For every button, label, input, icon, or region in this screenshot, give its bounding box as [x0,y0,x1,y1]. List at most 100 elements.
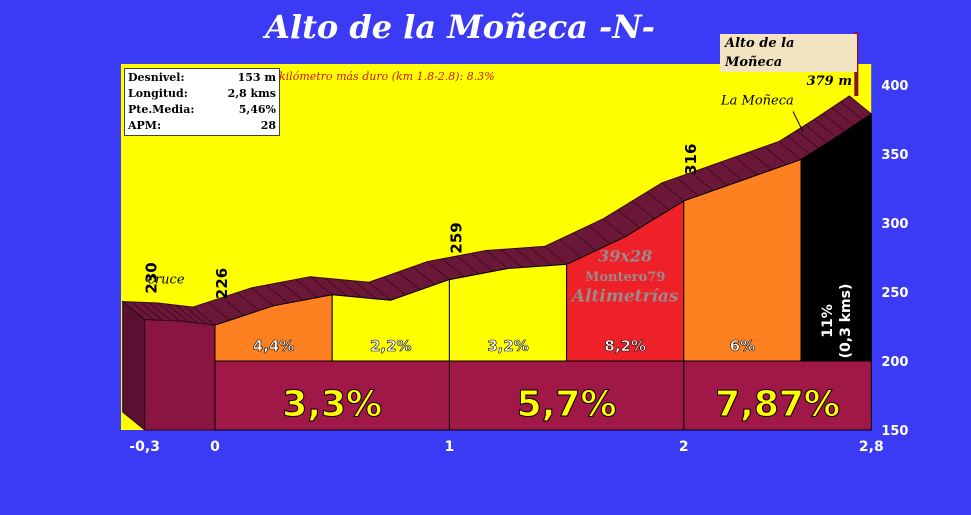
road-hatch-line [157,302,181,322]
chart-title: Alto de la Moñeca -N- [265,8,655,46]
road-hatch-line [295,279,318,298]
x-tick-label: 2,8 [859,439,884,455]
stat-row-pendiente: Pte.Media: 5,46% [128,102,276,118]
place-label-cruce: cruce [148,273,185,288]
road-hatch-line [353,280,377,300]
km-gradient-label: 7,87% [715,384,840,425]
road-hatch-line [805,124,828,144]
watermark-code: 39x28 [598,247,652,266]
road-hatch-line [720,161,743,181]
summit-name: Alto de la Moñeca [725,36,795,70]
axis-strip [871,64,971,444]
road-hatch-line [544,246,567,265]
stat-label: Longitud: [128,87,188,100]
road-hatch-line [441,258,465,278]
road-hatch-line [705,167,729,186]
segment-length-label: (0,3 kms) [838,284,854,359]
road-hatch-line [222,297,245,316]
road-hatch-line [131,301,154,321]
road-hatch-line [690,172,714,191]
road-hatch-line [175,304,198,324]
road-hatch-line [339,279,362,298]
km-base-band [214,360,872,431]
y-tick-label: 400 [881,79,908,94]
segment-gradient-label: 8,2% [604,337,646,355]
road-hatch-line [573,232,597,251]
stat-value: 2,8 kms [227,87,276,100]
road-hatch-line [148,302,172,321]
stat-row-longitud: Longitud: 2,8 kms [128,86,276,102]
road-hatch-line [236,292,260,311]
stat-value: 5,46% [238,103,276,116]
road-hatch-line [309,276,333,296]
road-hatch-line [183,305,207,325]
road-hatch-line [778,141,802,160]
road-hatch-line [661,182,685,202]
road-hatch-line [632,200,655,220]
summit-pointer-line [792,111,804,132]
road-hatch-line [500,249,523,268]
road-hatch-line [676,177,699,197]
y-tick-label: 300 [881,217,908,232]
stat-row-desnivel: Desnivel: 153 m [128,70,276,86]
road-hatch-line [822,113,846,132]
road-hatch-line [831,107,854,127]
road-hatch-line [397,271,421,291]
watermark-author: Montero79 [585,270,665,285]
y-tick-label: 250 [881,286,908,301]
altitude-point-label: 226 [213,268,231,299]
segment-label-group: 11% (0,3 kms) [820,284,854,359]
y-tick-label: 350 [881,148,908,163]
road-hatch [122,101,863,326]
road-hatch-line [529,247,553,266]
km-gradient-label: 5,7% [517,384,617,425]
place-label-summit: La Moñeca [720,94,794,109]
segment-gradient-label: 11% [820,304,836,338]
x-tick-label: -0,3 [129,439,160,455]
road-hatch-line [602,218,626,238]
x-tick-label: 2 [679,439,689,455]
road-hatch-line [251,287,274,307]
y-tick-label: 200 [881,355,908,370]
road-hatch-line [324,277,348,297]
altitude-point-label: 259 [447,222,465,253]
road-hatch-line [280,281,304,301]
road-hatch-line [588,225,611,245]
road-hatch-line [515,248,538,267]
road-hatch-line [558,239,582,258]
road-hatch-line [427,261,450,280]
stat-label: Pte.Media: [128,103,195,116]
road-hatch-line [734,156,758,176]
segment-gradient-label: 4,4% [253,337,295,355]
road-hatch-line [617,209,641,229]
road-hatch-line [456,255,479,275]
stat-value: 28 [260,119,276,132]
road-hatch-line [412,266,436,286]
road-hatch-line [796,130,819,149]
road-hatch-line [368,281,392,301]
start-side-face [122,300,146,432]
stats-box: Desnivel: 153 m Longitud: 2,8 kms Pte.Medi… [124,68,280,136]
x-tick-label: 0 [210,439,220,455]
stat-label: Desnivel: [128,71,185,84]
summit-box: Alto de la Moñeca 379 m [720,34,857,89]
road-hatch-line [749,151,772,171]
stat-label: APM: [128,119,162,132]
road-hatch-line [840,101,863,121]
road-hatch-line [787,135,811,155]
altitude-point-label: 316 [682,144,700,175]
lead-in-block [144,319,216,431]
road-hatch-line [813,119,837,138]
segment-gradient-label: 3,2% [487,337,529,355]
road-hatch-line [265,284,289,304]
road-hatch-line [207,301,230,321]
road-hatch-line [140,301,163,321]
segment-gradient-label: 6% [730,337,755,355]
x-tick-label: 1 [445,439,455,455]
stat-row-apm: APM: 28 [128,118,276,134]
road-hatch-line [646,191,670,211]
road-hatch-line [383,276,406,296]
y-tick-label: 150 [881,424,908,439]
hardest-km-note: kilómetro más duro (km 1.8-2.8): 8.3% [279,70,495,83]
